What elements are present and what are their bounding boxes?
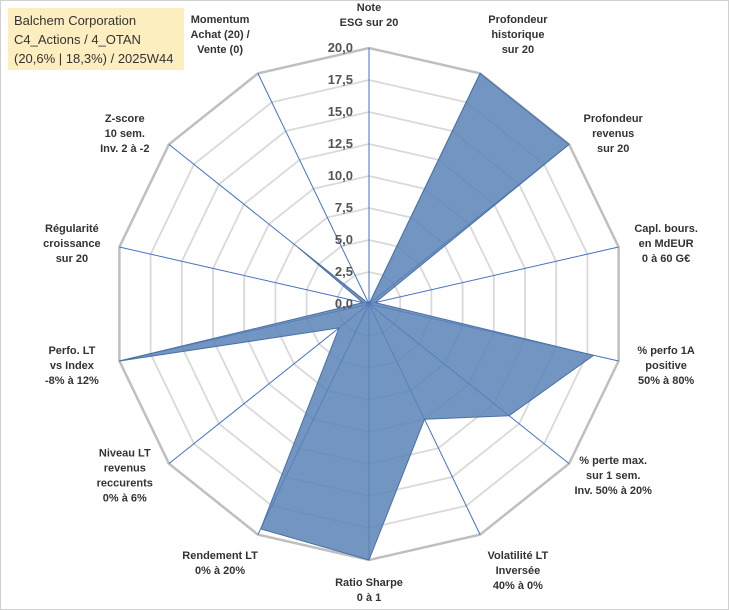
axis-label-line: Capl. bours. [634, 223, 698, 235]
tick-label: 10,0 [328, 168, 353, 183]
tick-label: 12,5 [328, 136, 353, 151]
axis-label-line: sur 20 [597, 143, 629, 155]
axis-label-line: Momentum [191, 14, 250, 26]
axis-label-10: Perfo. LT vs Index -8% à 12% [45, 345, 99, 387]
axis-label-7: Ratio Sharpe 0 à 1 [335, 577, 403, 604]
axis-label-line: croissance [43, 238, 100, 250]
axis-label-line: 0% à 20% [195, 565, 245, 577]
axis-label-line: Rendement LT [182, 550, 258, 562]
axis-label-line: en MdEUR [639, 238, 694, 250]
tick-label: 17,5 [328, 72, 353, 87]
axis-label-1: Profondeur historique sur 20 [488, 14, 548, 56]
axis-label-6: Volatilité LT Inversée 40% à 0% [488, 550, 549, 592]
tick-label: 7,5 [335, 200, 353, 215]
title-line-company: Balchem Corporation [14, 13, 137, 28]
axis-label-line: -8% à 12% [45, 375, 99, 387]
axis-label-line: 50% à 80% [638, 375, 694, 387]
axis-label-line: sur 20 [56, 253, 88, 265]
axis-label-line: 0 à 60 G€ [642, 253, 690, 265]
axis-label-line: ESG sur 20 [340, 17, 399, 29]
radar-series [118, 72, 595, 561]
axis-label-8: Rendement LT 0% à 20% [182, 550, 258, 577]
axis-label-line: 10 sem. [105, 128, 145, 140]
tick-label: 2,5 [335, 264, 353, 279]
axis-label-line: revenus [104, 462, 146, 474]
axis-label-line: reccurents [97, 477, 153, 489]
axis-label-0: Note ESG sur 20 [340, 2, 399, 29]
axis-label-line: 0 à 1 [357, 592, 381, 604]
axis-label-3: Capl. bours. en MdEUR 0 à 60 G€ [634, 223, 698, 265]
axis-label-line: Ratio Sharpe [335, 577, 403, 589]
axis-label-line: historique [491, 29, 544, 41]
axis-label-line: Volatilité LT [488, 550, 549, 562]
axis-label-5: % perte max. sur 1 sem. Inv. 50% à 20% [574, 455, 652, 497]
radar-axis-labels: Note ESG sur 20 Profondeur historique sur 20… [43, 2, 698, 604]
axis-label-12: Z-score 10 sem. Inv. 2 à -2 [100, 113, 149, 155]
axis-label-line: Régularité [45, 223, 99, 235]
axis-label-line: Vente (0) [197, 44, 243, 56]
tick-label: 0,0 [335, 296, 353, 311]
axis-label-line: 0% à 6% [103, 492, 147, 504]
spoke-9 [168, 303, 370, 464]
axis-label-line: Profondeur [584, 113, 644, 125]
radar-tick-labels: 0,0 2,5 5,0 7,5 10,0 12,5 15,0 17,5 20,0 [328, 40, 353, 311]
title-line-category: C4_Actions / 4_OTAN [14, 32, 141, 47]
axis-label-2: Profondeur revenus sur 20 [584, 113, 644, 155]
chart-title-box: Balchem Corporation C4_Actions / 4_OTAN … [8, 8, 184, 70]
axis-label-line: Niveau LT [99, 447, 151, 459]
axis-label-line: positive [645, 360, 687, 372]
axis-label-line: % perfo 1A [637, 345, 695, 357]
spoke-13 [257, 73, 370, 305]
axis-label-line: vs Index [50, 360, 95, 372]
axis-label-9: Niveau LT revenus reccurents 0% à 6% [97, 447, 153, 504]
axis-label-line: sur 1 sem. [586, 470, 640, 482]
tick-label: 20,0 [328, 40, 353, 55]
title-line-stats: (20,6% | 18,3%) / 2025W44 [14, 51, 174, 66]
axis-label-line: Achat (20) / [190, 29, 249, 41]
axis-label-line: Perfo. LT [48, 345, 95, 357]
axis-label-line: % perte max. [579, 455, 647, 467]
axis-label-line: Profondeur [488, 14, 548, 26]
axis-label-13: Momentum Achat (20) / Vente (0) [190, 14, 249, 56]
axis-label-line: revenus [592, 128, 634, 140]
tick-label: 15,0 [328, 104, 353, 119]
spoke-11 [119, 246, 370, 305]
axis-label-line: Note [357, 2, 381, 14]
series-area-0 [118, 72, 595, 561]
axis-label-4: % perfo 1A positive 50% à 80% [637, 345, 695, 387]
axis-label-line: Z-score [105, 113, 145, 125]
spoke-3 [368, 246, 619, 305]
axis-label-line: sur 20 [502, 44, 534, 56]
axis-label-line: Inversée [496, 565, 541, 577]
axis-label-line: Inv. 50% à 20% [574, 485, 652, 497]
axis-label-11: Régularité croissance sur 20 [43, 223, 100, 265]
tick-label: 5,0 [335, 232, 353, 247]
axis-label-line: Inv. 2 à -2 [100, 143, 149, 155]
axis-label-line: 40% à 0% [493, 580, 543, 592]
